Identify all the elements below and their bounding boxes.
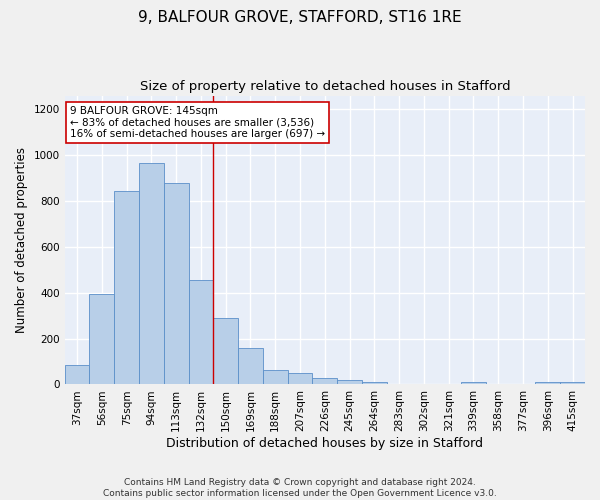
Bar xyxy=(188,280,214,384)
Bar xyxy=(313,378,337,384)
X-axis label: Distribution of detached houses by size in Stafford: Distribution of detached houses by size … xyxy=(166,437,484,450)
Bar xyxy=(238,348,263,385)
Bar xyxy=(65,365,89,384)
Text: 9, BALFOUR GROVE, STAFFORD, ST16 1RE: 9, BALFOUR GROVE, STAFFORD, ST16 1RE xyxy=(138,10,462,25)
Bar xyxy=(89,294,114,384)
Bar xyxy=(362,382,387,384)
Bar xyxy=(114,190,139,384)
Bar xyxy=(214,318,238,384)
Bar xyxy=(164,182,188,384)
Text: 9 BALFOUR GROVE: 145sqm
← 83% of detached houses are smaller (3,536)
16% of semi: 9 BALFOUR GROVE: 145sqm ← 83% of detache… xyxy=(70,106,325,139)
Bar xyxy=(560,382,585,384)
Text: Contains HM Land Registry data © Crown copyright and database right 2024.
Contai: Contains HM Land Registry data © Crown c… xyxy=(103,478,497,498)
Bar xyxy=(337,380,362,384)
Y-axis label: Number of detached properties: Number of detached properties xyxy=(15,147,28,333)
Bar xyxy=(535,382,560,384)
Bar xyxy=(139,163,164,384)
Bar xyxy=(461,382,486,384)
Title: Size of property relative to detached houses in Stafford: Size of property relative to detached ho… xyxy=(140,80,510,93)
Bar xyxy=(263,370,287,384)
Bar xyxy=(287,374,313,384)
